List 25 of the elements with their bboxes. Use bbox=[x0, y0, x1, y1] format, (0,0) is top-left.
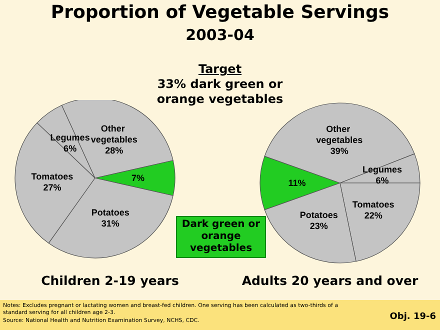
text: Dark green or orange vegetables bbox=[176, 216, 266, 258]
data-label: 7% bbox=[131, 173, 145, 183]
data-label: 27% bbox=[43, 182, 62, 193]
slice-label: Legumes bbox=[362, 164, 402, 175]
text: 2003-04 bbox=[184, 26, 256, 44]
text: Proportion of Vegetable Servings bbox=[50, 2, 390, 23]
text: Children 2-19 years bbox=[40, 273, 180, 288]
text: 33% dark green or orange vegetables bbox=[156, 77, 284, 107]
slice-label: Tomatoes bbox=[352, 200, 394, 210]
slice-label: Potatoes bbox=[91, 208, 130, 218]
data-label: 11% bbox=[288, 178, 306, 188]
data-label: 6% bbox=[64, 143, 77, 154]
text: Target bbox=[197, 62, 243, 76]
slice-label: Other vegetables bbox=[316, 124, 363, 146]
slice-label: Tomatoes bbox=[31, 172, 74, 182]
slice-label: Other vegetables bbox=[90, 123, 138, 144]
data-label: 28% bbox=[105, 145, 124, 156]
data-label: 39% bbox=[330, 146, 348, 156]
data-label: 6% bbox=[376, 176, 389, 186]
data-label: 23% bbox=[310, 220, 328, 231]
data-label: 22% bbox=[364, 210, 382, 221]
slice-label: Potatoes bbox=[300, 210, 338, 220]
text: Obj. 19-6 bbox=[388, 312, 436, 322]
text: Adults 20 years and over bbox=[240, 273, 420, 288]
data-label: 31% bbox=[101, 218, 120, 229]
